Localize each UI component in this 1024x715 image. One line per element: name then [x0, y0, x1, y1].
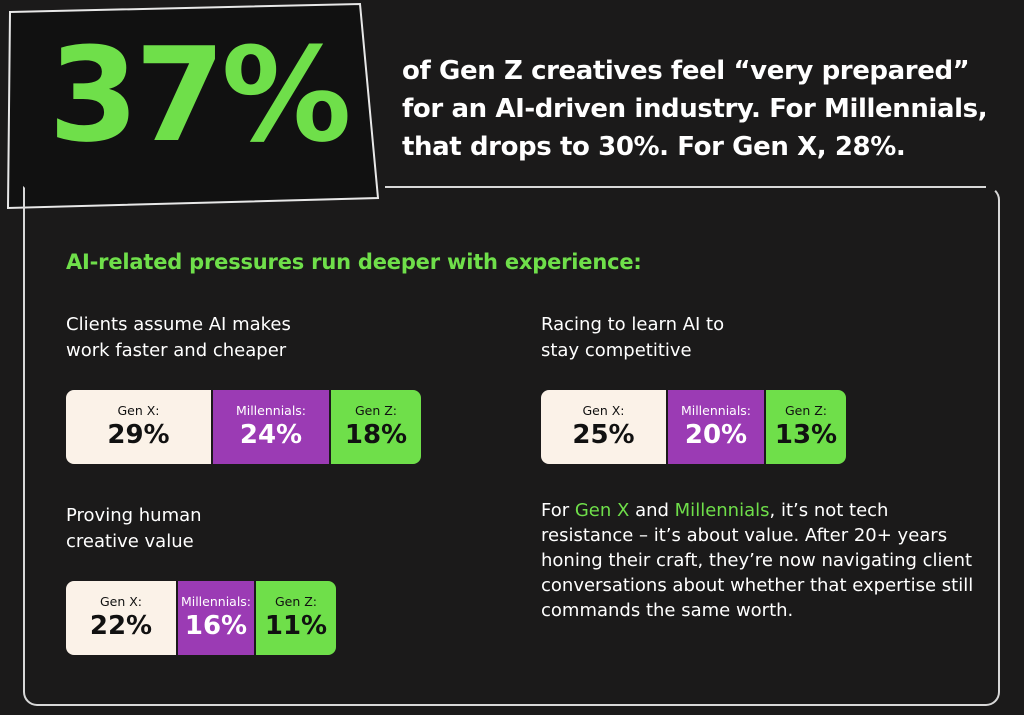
stacked-bar-racing-to-learn: Gen X: 25% Millennials: 20% Gen Z: 13% [541, 390, 846, 464]
segment-value: 29% [107, 420, 170, 450]
section-subhead: AI-related pressures run deeper with exp… [66, 250, 642, 274]
segment-label: Millennials: [235, 403, 307, 418]
explanatory-note: For Gen X and Millennials, it’s not tech… [541, 498, 981, 623]
segment-value: 25% [572, 420, 635, 450]
bar-segment-genz: Gen Z: 13% [766, 390, 846, 464]
bar-segment-genx: Gen X: 29% [66, 390, 211, 464]
group-title-racing-to-learn: Racing to learn AI to stay competitive [541, 314, 725, 361]
segment-label: Gen X: [582, 403, 625, 418]
note-text: and [629, 500, 675, 521]
bar-segment-genx: Gen X: 25% [541, 390, 666, 464]
segment-label: Gen Z: [354, 403, 398, 418]
stacked-bar-proving-value: Gen X: 22% Millennials: 16% Gen Z: 11% [66, 581, 336, 655]
bar-segment-genx: Gen X: 22% [66, 581, 176, 655]
hero-text: of Gen Z creatives feel “very prepared” … [402, 56, 988, 162]
segment-label: Gen Z: [784, 403, 828, 418]
segment-value: 11% [264, 611, 328, 641]
segment-value: 13% [774, 420, 838, 450]
stacked-bar-clients-assume: Gen X: 29% Millennials: 24% Gen Z: 18% [66, 390, 421, 464]
bar-segment-millennials: Millennials: 20% [666, 390, 766, 464]
segment-label: Millennials: [680, 403, 752, 418]
segment-value: 22% [89, 611, 153, 641]
segment-label: Millennials: [180, 594, 252, 609]
segment-value: 24% [239, 420, 303, 450]
group-title-clients-assume: Clients assume AI makes work faster and … [66, 314, 291, 361]
segment-label: Gen Z: [274, 594, 318, 609]
segment-label: Gen X: [99, 594, 143, 609]
note-highlight-millennials: Millennials [674, 500, 770, 521]
segment-value: 20% [684, 420, 748, 450]
note-text: For [541, 500, 575, 521]
hero-frame [6, 2, 380, 210]
panel-top-border [385, 186, 986, 188]
hero-stat-box: 37% [0, 0, 400, 215]
segment-label: Gen X: [117, 403, 160, 418]
note-text: , it’s not tech resistance – it’s about … [541, 500, 974, 621]
group-title-proving-value: Proving human creative value [66, 505, 202, 552]
bar-segment-millennials: Millennials: 24% [211, 390, 331, 464]
hero-stat: 37% [48, 19, 351, 171]
segment-value: 16% [184, 611, 248, 641]
bar-segment-millennials: Millennials: 16% [176, 581, 256, 655]
bar-segment-genz: Gen Z: 18% [331, 390, 421, 464]
note-highlight-genx: Gen X [574, 500, 630, 521]
content-panel [23, 186, 1000, 706]
segment-value: 18% [344, 420, 408, 450]
bar-segment-genz: Gen Z: 11% [256, 581, 336, 655]
